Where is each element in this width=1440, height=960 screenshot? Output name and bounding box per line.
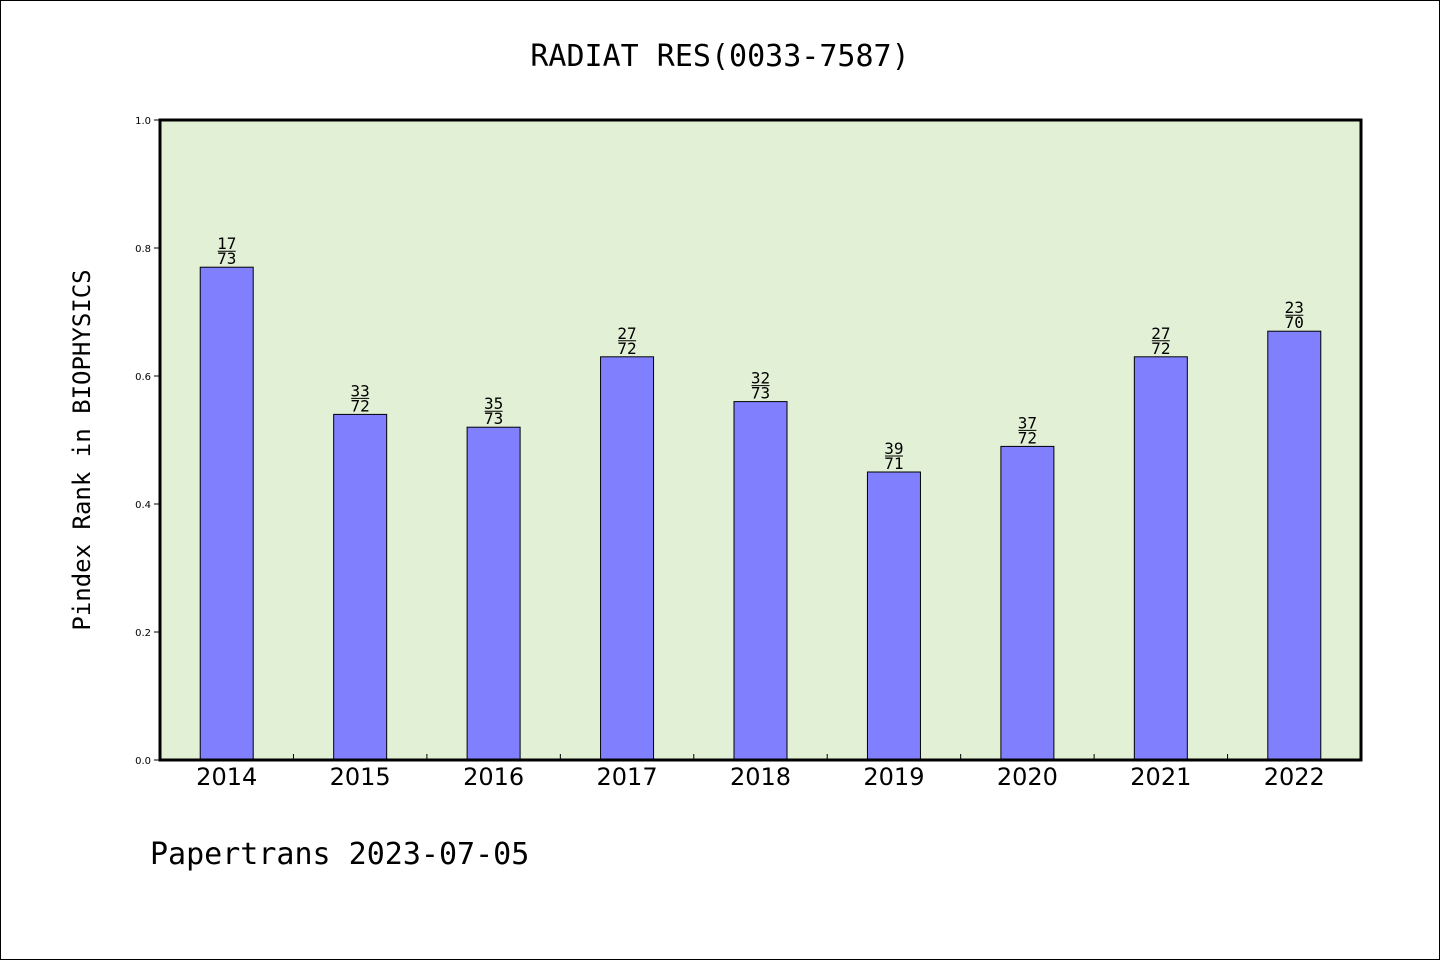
bar-label-rank: 39 xyxy=(884,439,903,458)
y-tick-label: 0.8 xyxy=(135,244,151,255)
bar xyxy=(733,401,788,761)
x-tick-label: 2021 xyxy=(1130,763,1191,791)
x-tick-label: 2014 xyxy=(196,763,257,791)
bar-label-rank: 27 xyxy=(617,324,636,343)
bar xyxy=(199,266,254,761)
bar-label-total: 73 xyxy=(217,249,236,268)
y-tick-label: 0.0 xyxy=(135,756,151,767)
bar-label-total: 71 xyxy=(884,454,903,473)
x-tick-label: 2017 xyxy=(597,763,658,791)
bar-label-rank: 32 xyxy=(751,369,770,388)
y-axis-label: Pindex Rank in BIOPHYSICS xyxy=(68,269,96,630)
bar-label-total: 72 xyxy=(1151,339,1170,358)
y-tick-label: 0.6 xyxy=(135,372,151,383)
bar xyxy=(1000,445,1055,761)
x-tick-label: 2019 xyxy=(863,763,924,791)
chart-title: RADIAT RES(0033-7587) xyxy=(530,39,909,74)
bar xyxy=(1267,330,1322,761)
x-tick-label: 2015 xyxy=(330,763,391,791)
plot-border xyxy=(158,118,1363,762)
bar-label-total: 72 xyxy=(1018,428,1037,447)
x-tick-label: 2022 xyxy=(1264,763,1325,791)
bar xyxy=(333,413,388,761)
x-tick-label: 2018 xyxy=(730,763,791,791)
bar-label-rank: 37 xyxy=(1018,413,1037,432)
bar-label-rank: 23 xyxy=(1285,298,1304,317)
bar-label-total: 72 xyxy=(351,396,370,415)
bar-label-rank: 27 xyxy=(1151,324,1170,343)
footer-text: Papertrans 2023-07-05 xyxy=(150,837,529,872)
y-tick-label: 1.0 xyxy=(135,116,151,127)
bar-label-total: 72 xyxy=(617,339,636,358)
bar-label-rank: 33 xyxy=(351,381,370,400)
bar xyxy=(866,471,921,761)
y-tick-label: 0.2 xyxy=(135,628,151,639)
bar-label-total: 73 xyxy=(484,409,503,428)
bar xyxy=(1133,356,1188,761)
bar-label-total: 73 xyxy=(751,384,770,403)
bar-label-total: 70 xyxy=(1285,313,1304,332)
bar xyxy=(466,426,521,761)
bar xyxy=(600,356,655,761)
x-tick-label: 2020 xyxy=(997,763,1058,791)
bar-label-rank: 17 xyxy=(217,234,236,253)
bar-label-rank: 35 xyxy=(484,394,503,413)
x-tick-label: 2016 xyxy=(463,763,524,791)
y-tick-label: 0.4 xyxy=(135,500,151,511)
